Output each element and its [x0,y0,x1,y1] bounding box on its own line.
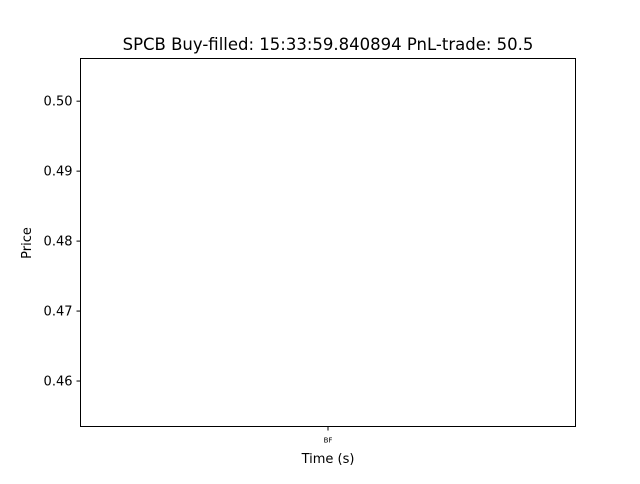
chart-title: SPCB Buy-filled: 15:33:59.840894 PnL-tra… [123,35,534,54]
y-axis-label: Price [20,227,35,259]
x-axis-label: Time (s) [301,452,355,467]
y-tick-label: 0.49 [44,165,73,180]
y-tick-label: 0.46 [44,375,73,390]
y-tick-label: 0.48 [44,235,73,250]
y-tick-label: 0.50 [44,95,73,110]
y-tick-label: 0.47 [44,305,73,320]
x-tick-label: BF [324,437,333,445]
y-axis-ticks: 0.46 0.47 0.48 0.49 0.50 [44,95,81,390]
x-axis-ticks: BF [324,426,333,445]
plot-area [80,58,576,427]
